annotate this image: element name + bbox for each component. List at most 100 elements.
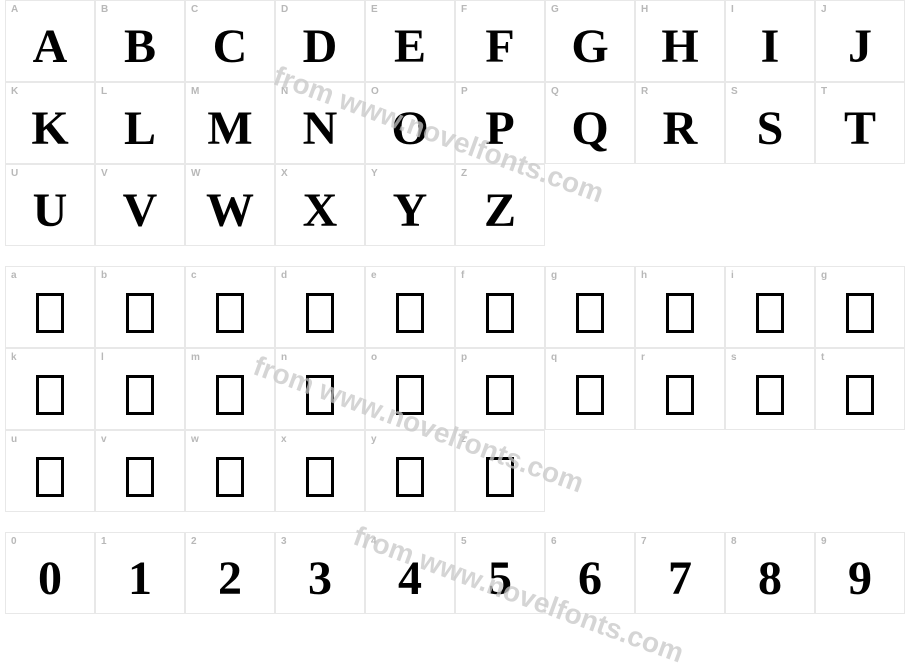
missing-glyph-icon (576, 375, 604, 415)
cell-label: q (551, 352, 557, 363)
cell-label: b (101, 270, 107, 281)
cell-label: G (551, 4, 559, 15)
cell-label: Z (461, 168, 467, 179)
glyph-digit: 0 (38, 551, 62, 606)
glyph-digit: 9 (848, 551, 872, 606)
cell-label: O (371, 86, 379, 97)
cell-label: k (11, 352, 17, 363)
glyph-uppercase: F (485, 19, 514, 74)
glyph-cell: QQ (545, 82, 635, 164)
glyph-digit: 3 (308, 551, 332, 606)
cell-label: R (641, 86, 648, 97)
glyph-digit: 4 (398, 551, 422, 606)
glyph-cell (635, 430, 725, 512)
glyph-cell: OO (365, 82, 455, 164)
glyph-cell: 77 (635, 532, 725, 614)
glyph-cell: AA (5, 0, 95, 82)
glyph-cell: 33 (275, 532, 365, 614)
glyph-uppercase: X (303, 183, 338, 238)
cell-label: 6 (551, 536, 557, 547)
cell-label: p (461, 352, 467, 363)
glyph-cell: q (545, 348, 635, 430)
glyph-digit: 2 (218, 551, 242, 606)
cell-label: 1 (101, 536, 107, 547)
glyph-cell: 88 (725, 532, 815, 614)
glyph-cell: VV (95, 164, 185, 246)
cell-label: z (461, 434, 466, 445)
cell-label: W (191, 168, 200, 179)
glyph-uppercase: D (303, 19, 338, 74)
cell-label: L (101, 86, 107, 97)
glyph-cell: f (455, 266, 545, 348)
missing-glyph-icon (486, 375, 514, 415)
cell-label: H (641, 4, 648, 15)
cell-label: P (461, 86, 468, 97)
glyph-cell: HH (635, 0, 725, 82)
glyph-uppercase: V (123, 183, 158, 238)
cell-label: K (11, 86, 18, 97)
cell-label: i (731, 270, 734, 281)
glyph-uppercase: A (33, 19, 68, 74)
missing-glyph-icon (306, 293, 334, 333)
cell-label: 0 (11, 536, 17, 547)
missing-glyph-icon (576, 293, 604, 333)
glyph-uppercase: M (207, 101, 252, 156)
glyph-digit: 8 (758, 551, 782, 606)
cell-label: V (101, 168, 108, 179)
glyph-cell: 55 (455, 532, 545, 614)
cell-label: o (371, 352, 377, 363)
cell-label: 3 (281, 536, 287, 547)
glyph-cell: CC (185, 0, 275, 82)
missing-glyph-icon (846, 375, 874, 415)
glyph-cell: NN (275, 82, 365, 164)
glyph-cell: u (5, 430, 95, 512)
glyph-digit: 7 (668, 551, 692, 606)
glyph-cell (725, 164, 815, 246)
cell-label: r (641, 352, 645, 363)
cell-label: f (461, 270, 464, 281)
cell-label: t (821, 352, 824, 363)
cell-label: A (11, 4, 18, 15)
glyph-cell: WW (185, 164, 275, 246)
glyph-uppercase: B (124, 19, 156, 74)
glyph-uppercase: T (844, 101, 876, 156)
cell-label: B (101, 4, 108, 15)
glyph-cell (545, 430, 635, 512)
glyph-cell: h (635, 266, 725, 348)
glyph-cell: n (275, 348, 365, 430)
missing-glyph-icon (306, 375, 334, 415)
glyph-cell: x (275, 430, 365, 512)
glyph-cell: g (545, 266, 635, 348)
missing-glyph-icon (36, 457, 64, 497)
missing-glyph-icon (126, 293, 154, 333)
glyph-cell: v (95, 430, 185, 512)
glyph-cell: p (455, 348, 545, 430)
glyph-digit: 5 (488, 551, 512, 606)
cell-label: N (281, 86, 288, 97)
cell-label: h (641, 270, 647, 281)
glyph-cell: k (5, 348, 95, 430)
cell-label: S (731, 86, 738, 97)
glyph-cell: d (275, 266, 365, 348)
glyph-uppercase: W (206, 183, 254, 238)
glyph-cell (725, 430, 815, 512)
glyph-cell: r (635, 348, 725, 430)
glyph-digit: 1 (128, 551, 152, 606)
glyph-cell: UU (5, 164, 95, 246)
glyph-cell: XX (275, 164, 365, 246)
cell-label: C (191, 4, 198, 15)
glyph-uppercase: R (663, 101, 698, 156)
cell-label: x (281, 434, 287, 445)
glyph-cell: m (185, 348, 275, 430)
glyph-uppercase: E (394, 19, 426, 74)
cell-label: e (371, 270, 377, 281)
glyph-uppercase: J (848, 19, 872, 74)
glyph-cell: SS (725, 82, 815, 164)
glyph-uppercase: K (31, 101, 68, 156)
font-chart-container: AABBCCDDEEFFGGHHIIJJKKLLMMNNOOPPQQRRSSTT… (0, 0, 911, 668)
cell-label: a (11, 270, 17, 281)
cell-label: Y (371, 168, 378, 179)
missing-glyph-icon (36, 375, 64, 415)
glyph-uppercase: Q (571, 101, 608, 156)
cell-label: U (11, 168, 18, 179)
